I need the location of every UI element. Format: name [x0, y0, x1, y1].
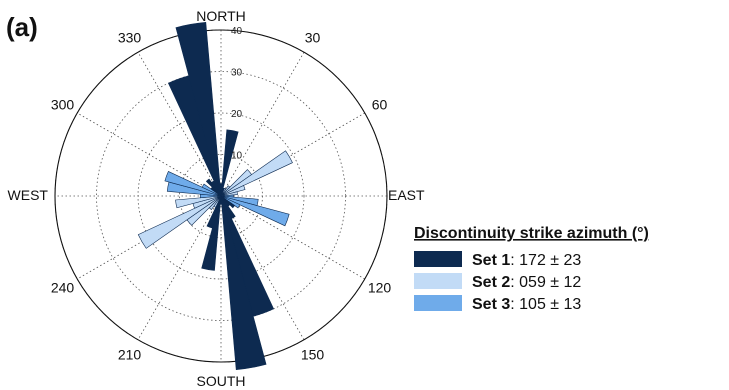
legend-swatch [414, 273, 462, 289]
legend: Discontinuity strike azimuth (°) Set 1: … [414, 225, 649, 313]
rose-petals [137, 22, 293, 370]
rose-petal [220, 185, 246, 197]
radial-tick-label: 30 [231, 68, 243, 79]
legend-set-value: : 172 ± 23 [510, 252, 581, 269]
angle-label: 240 [51, 280, 75, 296]
legend-swatch [414, 251, 462, 267]
radial-tick-label: 10 [231, 151, 243, 162]
compass-north-label: NORTH [196, 8, 246, 24]
legend-set-value: : 059 ± 12 [510, 274, 581, 291]
spoke-line [137, 52, 305, 340]
polar-grid [54, 29, 388, 363]
outer-circle [54, 29, 388, 363]
angle-label: 210 [118, 347, 142, 363]
spoke-line [77, 112, 365, 280]
legend-entry-text: Set 1: 172 ± 23 [472, 252, 581, 269]
legend-set-name: Set 3 [472, 296, 510, 313]
compass-east-label: EAST [388, 187, 425, 203]
panel-label: (a) [6, 12, 38, 42]
rose-petal [175, 22, 222, 197]
radial-tick-labels: 10 20 30 40 [231, 26, 243, 162]
spoke-line [137, 52, 305, 340]
rose-petal [164, 171, 222, 197]
rose-petal [220, 129, 239, 197]
rose-petal [220, 150, 293, 197]
legend-entry-text: Set 2: 059 ± 12 [472, 274, 581, 291]
legend-set-value: : 105 ± 13 [510, 296, 581, 313]
angle-labels: 30 60 120 150 210 240 300 330 [51, 30, 392, 363]
legend-entry-text: Set 3: 105 ± 13 [472, 296, 581, 313]
spoke-line [77, 112, 365, 280]
compass-west-label: WEST [8, 187, 49, 203]
angle-label: 120 [368, 280, 392, 296]
angle-label: 330 [118, 30, 142, 46]
angle-label: 150 [301, 347, 325, 363]
angle-label: 60 [372, 97, 388, 113]
legend-swatch [414, 295, 462, 311]
radial-tick-label: 40 [231, 26, 243, 37]
radial-tick-label: 20 [231, 109, 243, 120]
rose-petal [220, 195, 290, 227]
legend-title: Discontinuity strike azimuth (°) [414, 225, 649, 242]
angle-label: 30 [305, 30, 321, 46]
legend-set-name: Set 2 [472, 274, 510, 291]
compass-south-label: SOUTH [197, 373, 246, 389]
legend-set-name: Set 1 [472, 252, 510, 269]
rose-petal [220, 195, 267, 370]
rose-petal [205, 178, 222, 197]
rose-petal [175, 195, 222, 209]
rose-petal [137, 195, 222, 249]
rose-petal [220, 195, 236, 209]
rose-petal [220, 191, 238, 197]
angle-label: 300 [51, 97, 75, 113]
